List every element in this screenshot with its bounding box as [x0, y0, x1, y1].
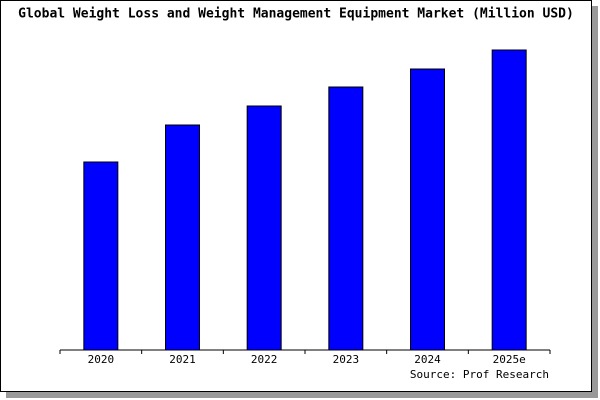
bar — [491, 49, 527, 351]
x-tick-label: 2022 — [251, 353, 278, 366]
bar — [165, 124, 200, 351]
chart-body: Global Weight Loss and Weight Management… — [18, 7, 574, 382]
source-note: Source: Prof Research — [410, 368, 549, 381]
x-tick-label: 2020 — [88, 353, 115, 366]
bar — [246, 105, 282, 351]
bar — [410, 68, 445, 351]
chart-title: Global Weight Loss and Weight Management… — [18, 7, 574, 22]
x-tick-label: 2021 — [169, 353, 196, 366]
x-tick-label: 2025e — [493, 353, 526, 366]
bar — [83, 161, 119, 351]
bar — [328, 86, 364, 351]
x-tick-label: 2024 — [414, 353, 441, 366]
x-tick-label: 2023 — [333, 353, 360, 366]
plot-area: 2020 2021 2022 2023 2024 2025e — [59, 49, 551, 366]
